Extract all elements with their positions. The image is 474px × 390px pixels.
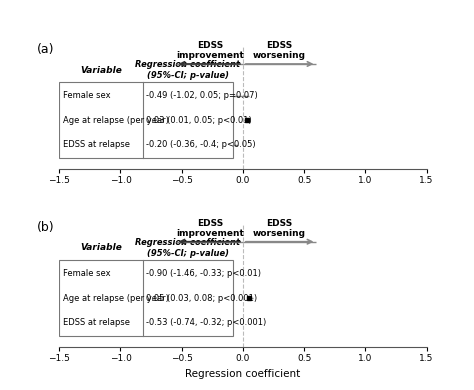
Text: -0.49 (-1.02, 0.05; p=0.07): -0.49 (-1.02, 0.05; p=0.07)	[146, 91, 258, 100]
Text: EDSS
worsening: EDSS worsening	[253, 219, 306, 238]
Text: Age at relapse (per year): Age at relapse (per year)	[63, 294, 169, 303]
Text: Female sex: Female sex	[63, 91, 110, 100]
Text: (a): (a)	[37, 43, 55, 56]
Text: -0.20 (-0.36, -0.4; p<0.05): -0.20 (-0.36, -0.4; p<0.05)	[146, 140, 256, 149]
Text: Regression coefficient
(95%-CI; p-value): Regression coefficient (95%-CI; p-value)	[135, 60, 240, 80]
Text: Female sex: Female sex	[63, 269, 110, 278]
Text: EDSS
worsening: EDSS worsening	[253, 41, 306, 60]
X-axis label: Regression coefficient: Regression coefficient	[185, 369, 301, 379]
Text: Variable: Variable	[80, 66, 122, 74]
Text: EDSS at relapse: EDSS at relapse	[63, 318, 130, 327]
Text: 0.03 (0.01, 0.05; p<0.01): 0.03 (0.01, 0.05; p<0.01)	[146, 116, 252, 125]
Text: Variable: Variable	[80, 243, 122, 252]
Text: Age at relapse (per year): Age at relapse (per year)	[63, 116, 169, 125]
Text: -0.53 (-0.74, -0.32; p<0.001): -0.53 (-0.74, -0.32; p<0.001)	[146, 318, 266, 327]
Text: EDSS
improvement: EDSS improvement	[176, 41, 244, 60]
Text: Regression coefficient
(95%-CI; p-value): Regression coefficient (95%-CI; p-value)	[135, 238, 240, 258]
Text: EDSS at relapse: EDSS at relapse	[63, 140, 130, 149]
Bar	[59, 260, 233, 336]
Text: EDSS
improvement: EDSS improvement	[176, 219, 244, 238]
Bar	[59, 82, 233, 158]
Text: (b): (b)	[37, 221, 55, 234]
Text: 0.05 (0.03, 0.08; p<0.001): 0.05 (0.03, 0.08; p<0.001)	[146, 294, 257, 303]
Text: -0.90 (-1.46, -0.33; p<0.01): -0.90 (-1.46, -0.33; p<0.01)	[146, 269, 261, 278]
